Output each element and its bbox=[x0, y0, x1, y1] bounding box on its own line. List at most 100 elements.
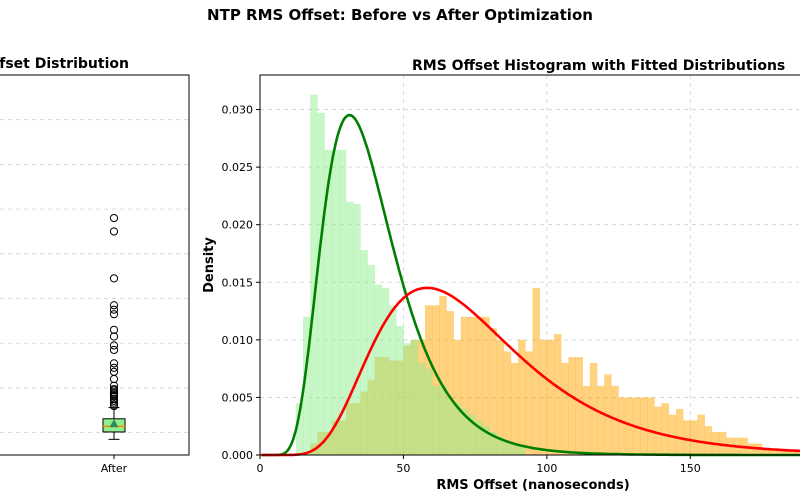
outlier-point bbox=[109, 274, 119, 283]
y-axis-label: Density bbox=[202, 237, 217, 293]
y-tick-label: 0.025 bbox=[222, 161, 254, 174]
after-bar bbox=[381, 288, 390, 455]
before-bar bbox=[769, 449, 777, 455]
before-bar bbox=[790, 449, 799, 455]
before-bar bbox=[475, 316, 483, 455]
boxplot-title: ffset Distribution bbox=[0, 56, 129, 72]
before-bar bbox=[467, 316, 476, 455]
after-bar bbox=[324, 149, 333, 455]
outlier-point bbox=[109, 227, 119, 236]
outlier-point bbox=[109, 341, 119, 350]
outlier-point bbox=[109, 301, 119, 310]
y-tick-label: 0.010 bbox=[222, 334, 254, 347]
before-bar bbox=[525, 351, 533, 455]
y-tick-label: 0.020 bbox=[222, 219, 254, 232]
before-bar bbox=[618, 397, 627, 455]
after-bar bbox=[303, 316, 311, 455]
after-bar bbox=[310, 94, 318, 456]
mean-marker bbox=[109, 419, 119, 428]
before-bar bbox=[582, 385, 591, 455]
before-bar bbox=[460, 316, 469, 455]
after-bar bbox=[503, 441, 512, 455]
after-bar bbox=[518, 445, 526, 455]
outlier-point bbox=[109, 363, 119, 372]
figure-title: NTP RMS Offset: Before vs After Optimiza… bbox=[207, 6, 593, 24]
after-bar bbox=[446, 397, 454, 455]
before-bar bbox=[625, 397, 634, 455]
y-tick-label: 0.005 bbox=[222, 391, 254, 404]
before-bar bbox=[697, 414, 705, 455]
outlier-point bbox=[109, 374, 119, 384]
after-bar bbox=[417, 362, 426, 455]
before-bar bbox=[482, 316, 490, 455]
boxplot-frame bbox=[0, 74, 190, 456]
before-bar bbox=[561, 362, 569, 455]
after-bar bbox=[295, 403, 304, 455]
before-bar bbox=[718, 431, 727, 455]
before-bar bbox=[776, 449, 784, 455]
before-bar bbox=[668, 414, 677, 455]
histogram-bars bbox=[295, 94, 800, 456]
before-bar bbox=[496, 339, 505, 455]
after-bar bbox=[439, 385, 447, 455]
boxplot-outliers bbox=[109, 213, 119, 411]
before-bar bbox=[597, 385, 605, 455]
before-bar bbox=[453, 339, 462, 455]
before-bar bbox=[575, 357, 583, 455]
outlier-point bbox=[109, 367, 119, 376]
after-bar bbox=[475, 420, 483, 455]
outlier-point bbox=[109, 305, 119, 314]
x-axis-label: RMS Offset (nanoseconds) bbox=[436, 478, 629, 493]
histogram-panel: RMS Offset Histogram with Fitted Distrib… bbox=[202, 58, 800, 493]
before-bar bbox=[783, 449, 791, 455]
after-bar bbox=[346, 201, 354, 455]
after-bar bbox=[482, 426, 490, 455]
before-bar bbox=[439, 296, 447, 455]
before-bar bbox=[503, 351, 512, 455]
before-bar bbox=[797, 451, 800, 455]
after-bar bbox=[467, 414, 476, 455]
after-bar bbox=[331, 149, 340, 455]
boxplot-x-ticks: After bbox=[101, 455, 128, 475]
outlier-point bbox=[109, 332, 119, 341]
histogram-ticks: 0.000 0.005 0.010 0.015 0.020 0.025 0.030 0 50 10… bbox=[222, 104, 701, 475]
after-bar bbox=[374, 284, 383, 455]
before-fit-curve bbox=[261, 286, 800, 457]
before-bar bbox=[661, 403, 670, 455]
before-bar bbox=[554, 334, 562, 455]
before-bar bbox=[489, 328, 497, 455]
before-bar bbox=[446, 311, 454, 455]
after-bar bbox=[338, 149, 347, 455]
before-bar bbox=[510, 362, 519, 455]
before-bar bbox=[761, 449, 770, 455]
after-bar bbox=[432, 385, 440, 455]
x-tick-label: 50 bbox=[396, 462, 410, 475]
after-bar bbox=[460, 408, 469, 455]
before-bar bbox=[747, 443, 756, 455]
before-bar bbox=[675, 408, 684, 455]
before-bar bbox=[546, 339, 555, 455]
before-bar bbox=[518, 339, 526, 455]
outlier-point bbox=[109, 325, 119, 334]
histogram-frame bbox=[259, 74, 800, 456]
before-bar bbox=[683, 420, 691, 455]
after-bar bbox=[453, 403, 462, 455]
after-bar bbox=[367, 265, 376, 455]
after-bar bbox=[317, 113, 325, 455]
after-bar bbox=[389, 305, 397, 455]
after-bar bbox=[353, 203, 361, 455]
after-bar bbox=[403, 343, 411, 455]
after-bar bbox=[489, 431, 497, 455]
outlier-point bbox=[109, 359, 119, 368]
boxplot-grid bbox=[0, 119, 188, 434]
after-bar bbox=[496, 436, 505, 455]
outlier-point bbox=[109, 213, 119, 223]
before-bar bbox=[611, 385, 619, 455]
before-bar bbox=[640, 397, 648, 455]
before-bar bbox=[432, 305, 440, 455]
histogram-title: RMS Offset Histogram with Fitted Distrib… bbox=[412, 58, 785, 74]
boxplot-panel: ffset Distribution After bbox=[0, 56, 190, 475]
x-tick-label: 0 bbox=[257, 462, 264, 475]
